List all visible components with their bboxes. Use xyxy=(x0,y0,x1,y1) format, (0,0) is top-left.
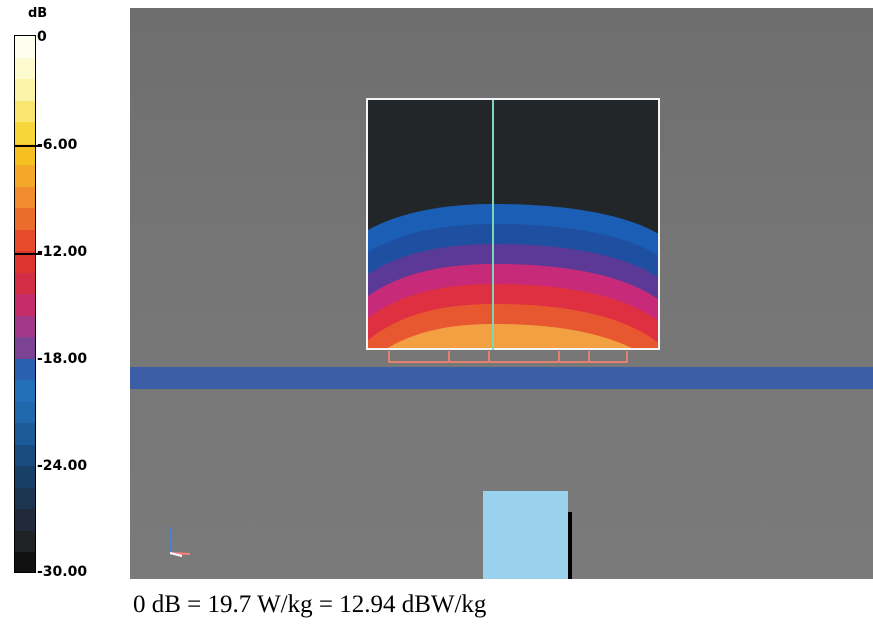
legend-tick-label: -24.00 xyxy=(37,458,88,474)
legend-unit-label: dB xyxy=(28,6,48,21)
antenna-base-line xyxy=(388,361,628,363)
legend-color-band xyxy=(15,552,35,572)
contour-plot xyxy=(368,204,658,348)
legend-color-band xyxy=(15,380,35,403)
coordinate-axes-icon xyxy=(169,527,191,557)
antenna-mark xyxy=(388,351,390,363)
legend-tick-label: -6.00 xyxy=(37,137,78,153)
legend-color-band xyxy=(15,337,35,360)
legend-color-bar xyxy=(14,35,36,573)
legend-color-band xyxy=(15,401,35,425)
legend-color-band xyxy=(15,208,35,231)
antenna-mark xyxy=(588,351,590,363)
antenna-mark xyxy=(558,351,560,363)
legend-color-band xyxy=(15,466,35,489)
legend-color-band xyxy=(15,186,35,210)
phantom-layer-strip xyxy=(130,367,873,389)
antenna-outline xyxy=(388,351,628,365)
3d-viewport[interactable] xyxy=(130,8,873,579)
legend-color-band xyxy=(15,358,35,382)
legend-color-band xyxy=(15,251,35,274)
color-scale-legend: dB 0 -6.00 -12.00 -18.00 -24.00 -30.00 xyxy=(0,0,128,590)
reference-caption: 0 dB = 19.7 W/kg = 12.94 dBW/kg xyxy=(133,591,487,618)
legend-tick-mark xyxy=(14,145,42,147)
legend-tick-label: -12.00 xyxy=(37,244,88,260)
legend-tick-mark xyxy=(14,253,42,255)
legend-top-label: 0 xyxy=(37,29,47,45)
legend-color-band xyxy=(15,229,35,253)
legend-color-band xyxy=(15,143,35,167)
legend-color-band xyxy=(15,487,35,511)
contour-band xyxy=(387,324,632,348)
legend-tick-label: -18.00 xyxy=(37,351,88,367)
center-axis-line xyxy=(492,100,494,350)
legend-color-band xyxy=(15,444,35,468)
legend-color-band xyxy=(15,509,35,532)
legend-color-band xyxy=(15,165,35,188)
legend-color-band xyxy=(15,100,35,124)
device-edge xyxy=(568,512,572,579)
legend-color-band xyxy=(15,36,35,59)
antenna-mark xyxy=(488,351,490,363)
legend-color-band xyxy=(15,294,35,317)
legend-color-band xyxy=(15,122,35,145)
legend-color-band xyxy=(15,315,35,339)
device-block xyxy=(483,491,568,579)
legend-color-band xyxy=(15,79,35,102)
field-distribution-plane xyxy=(366,98,660,350)
antenna-mark xyxy=(626,351,628,363)
legend-tick-label: -30.00 xyxy=(37,564,88,580)
legend-color-band xyxy=(15,530,35,554)
antenna-mark xyxy=(448,351,450,363)
legend-color-band xyxy=(15,272,35,296)
legend-color-band xyxy=(15,423,35,446)
legend-color-band xyxy=(15,57,35,81)
